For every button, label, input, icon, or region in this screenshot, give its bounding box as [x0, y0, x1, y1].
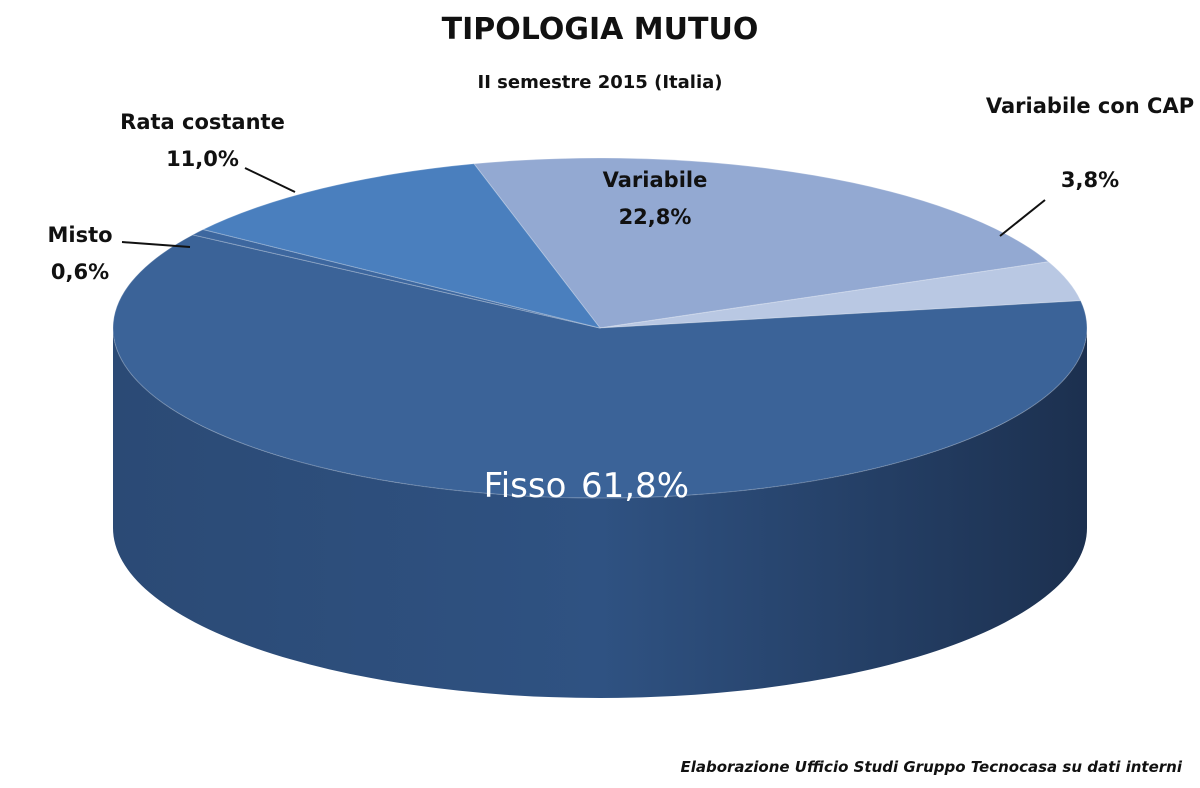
category-label: Variabile con CAP [985, 94, 1195, 118]
value-label: 3,8% [1060, 168, 1120, 192]
value-label: 61,8% [580, 466, 689, 506]
category-label: Variabile [602, 168, 708, 192]
source-note: Elaborazione Ufficio Studi Gruppo Tecnoc… [680, 758, 1182, 776]
category-label: Rata costante [120, 110, 285, 134]
slice [599, 261, 1082, 329]
slice [201, 163, 602, 329]
chart-subtitle: II semestre 2015 (Italia) [477, 72, 723, 93]
slice [191, 228, 601, 329]
leader-line [999, 199, 1046, 237]
category-label: Misto [47, 223, 113, 247]
category-label: Fisso [483, 466, 567, 506]
slice-side [113, 328, 1087, 698]
chart-title: TIPOLOGIA MUTUO [441, 12, 759, 47]
slice [112, 234, 1088, 499]
slice [473, 157, 1050, 329]
value-label: 11,0% [166, 147, 239, 171]
leader-line [244, 167, 296, 193]
value-label: 22,8% [618, 205, 692, 229]
value-label: 0,6% [50, 260, 110, 284]
leader-line [121, 241, 191, 248]
